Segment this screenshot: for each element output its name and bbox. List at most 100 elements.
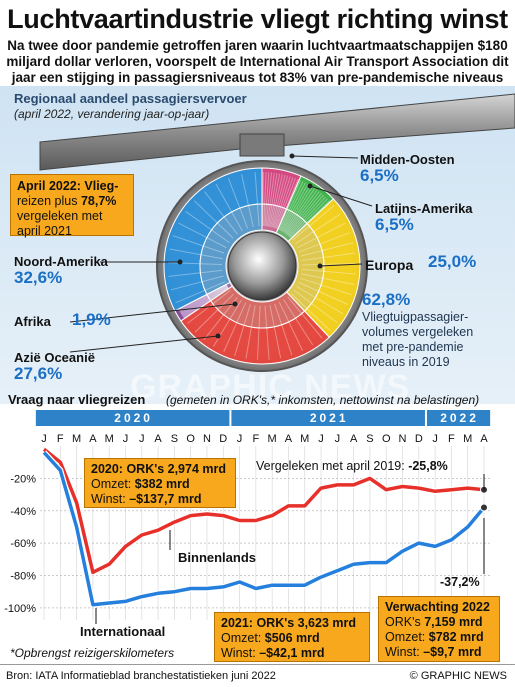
month-label: A: [285, 433, 293, 445]
box2020-l1b: 2,974 mrd: [167, 462, 226, 476]
fan-blade-line: [172, 235, 225, 254]
callout-line4: april 2021: [17, 224, 72, 238]
fan-blade-line: [179, 285, 228, 313]
fan-blade-line: [285, 191, 320, 235]
fan-blade-line: [183, 287, 229, 319]
fan-blade-line: [280, 182, 306, 231]
pre-pandemic-text: Vliegtuigpassagier- volumes vergeleken m…: [362, 310, 473, 370]
fan-blade-line: [299, 232, 351, 253]
engine-illustration: [39, 93, 515, 372]
share-middle-east: 6,5%: [360, 166, 399, 185]
box2020-l3a: Winst:: [91, 492, 130, 506]
month-label: S: [171, 433, 178, 445]
leader-line: [69, 335, 219, 353]
fan-blade-line: [264, 305, 270, 360]
month-label: J: [318, 433, 324, 445]
callout-line2b: 78,7%: [80, 194, 117, 208]
box2020-l1a: 2020: ORK's: [91, 462, 168, 476]
fan-blade-line: [215, 183, 243, 232]
fan-blade-line: [182, 286, 229, 317]
month-label: M: [463, 433, 472, 445]
leader-dot: [317, 263, 323, 269]
footer-bar: Bron: IATA Informatieblad branchestatist…: [0, 664, 515, 687]
fan-blade-line: [245, 305, 256, 359]
fan-blade-line: [193, 200, 234, 239]
footnote: *Opbrengst reizigerskilometers: [10, 646, 175, 660]
fan-blade-line: [286, 192, 322, 236]
fan-blade-line: [274, 177, 294, 229]
box2020-l3b: –$137,7 mrd: [129, 492, 202, 506]
month-label: A: [350, 433, 358, 445]
fan-blade-line: [170, 275, 224, 291]
pie-outer-ring: [163, 167, 361, 365]
credit-text: © GRAPHIC NEWS: [409, 670, 507, 682]
fan-blade-line: [263, 172, 267, 227]
fan-blade-line: [298, 281, 348, 305]
fan-blade-line: [274, 303, 293, 356]
fan-blade-line: [223, 302, 247, 353]
month-label: O: [382, 433, 391, 445]
callout-line3: vergeleken met: [17, 209, 103, 223]
month-label: J: [237, 433, 243, 445]
year-label-2020: 2020: [114, 411, 153, 425]
fan-blade-line: [265, 172, 273, 227]
leader-line: [291, 155, 359, 159]
year-bar: 2020 2021 2022: [35, 410, 491, 426]
fan-blade-line: [300, 242, 354, 257]
fan-blade-line: [179, 284, 228, 312]
fan-blade-line: [194, 293, 234, 333]
month-label: D: [415, 433, 423, 445]
series-line-internationaal: [42, 451, 486, 607]
month-label: M: [105, 433, 114, 445]
fan-blade-line: [287, 194, 324, 237]
pylon-shape: [239, 133, 285, 157]
fan-blade-line: [292, 205, 335, 241]
month-label: J: [41, 433, 47, 445]
month-label: N: [203, 433, 211, 445]
fan-blade-line: [295, 213, 341, 245]
month-label: D: [219, 433, 227, 445]
y-tick-label: -100%: [4, 603, 36, 615]
fan-blade-line: [271, 174, 286, 228]
fan-blade-line: [181, 286, 228, 315]
fan-blade-line: [185, 210, 230, 244]
box2022-l2a: ORK's: [385, 615, 425, 629]
fan-blade-line: [267, 173, 278, 227]
year-bar-2022: [426, 410, 491, 426]
page-subtitle: Na twee door pandemie getroffen jaren wa…: [6, 38, 509, 85]
fan-blade-line: [297, 222, 346, 249]
series-label-internationaal: Internationaal: [80, 624, 165, 639]
source-text: Bron: IATA Informatieblad branchestatist…: [6, 670, 276, 682]
month-label: A: [89, 433, 97, 445]
fan-blade-line: [301, 268, 356, 275]
fan-blade-line: [279, 181, 304, 231]
month-label: F: [57, 433, 64, 445]
box2021-l3b: –$42,1 mrd: [259, 646, 325, 660]
fan-blade-line: [281, 183, 309, 232]
fan-blade-line: [254, 172, 260, 227]
fan-blade-line: [283, 299, 314, 346]
intl-end-value: -37,2%: [440, 575, 480, 589]
fan-blade-line: [175, 281, 226, 304]
year-label-2022: 2022: [440, 411, 479, 425]
box-2022: Verwachting 2022 ORK's 7,159 mrd Omzet: …: [378, 596, 500, 662]
compare-text: Vergeleken met april 2019:: [256, 459, 408, 473]
box2020-l2b: $382 mrd: [134, 477, 190, 491]
label-africa: Afrika: [14, 314, 51, 329]
fan-blade-line: [293, 289, 338, 324]
box2022-l1a: Verwachting 2022: [385, 600, 490, 614]
fan-blade-line: [269, 173, 281, 227]
fan-blade-line: [282, 185, 311, 232]
fan-blade-line: [256, 305, 261, 360]
share-europe: 25,0%: [428, 252, 477, 271]
fan-blade-line: [182, 287, 229, 318]
month-label: M: [268, 433, 277, 445]
pie-inner-slice-noord-amerika: [199, 203, 263, 296]
compare-annotation: Vergeleken met april 2019: -25,8%: [256, 459, 448, 473]
fan-blade-line: [276, 178, 299, 230]
label-asia-oceania: Azië Oceanië: [14, 350, 95, 365]
compare-value: -25,8%: [408, 459, 448, 473]
box2022-l3b: $782 mrd: [428, 630, 484, 644]
fan-blade-line: [180, 285, 228, 314]
